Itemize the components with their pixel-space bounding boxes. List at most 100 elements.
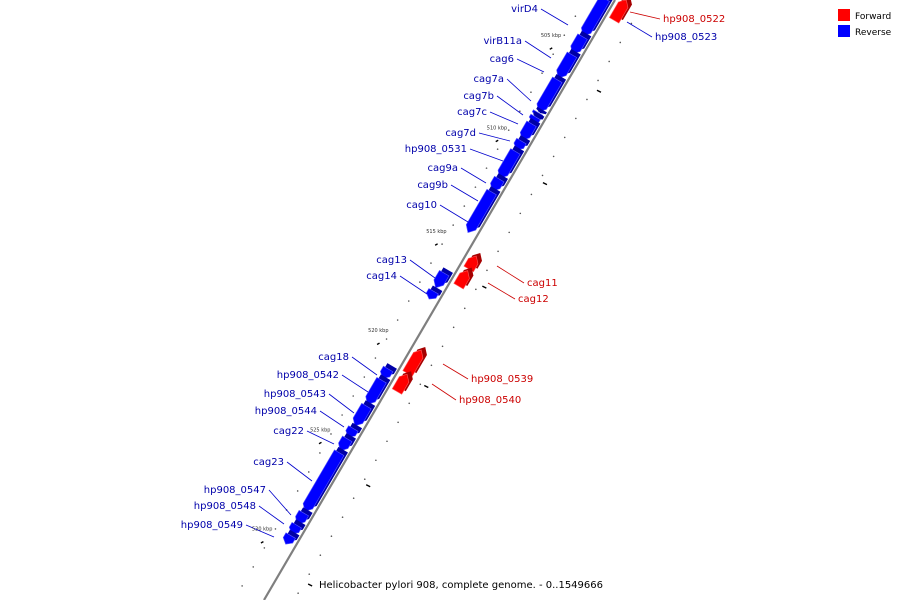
minor-tick <box>474 186 477 188</box>
leader-line-hp908_0523 <box>626 21 653 38</box>
kbp-tick-mark <box>596 89 602 93</box>
minor-tick <box>486 269 488 272</box>
minor-tick <box>296 490 299 492</box>
minor-tick <box>341 414 343 416</box>
gene-arrow-face-cag22 <box>338 435 353 452</box>
gene-arrow-face-hp908_0540 <box>391 373 410 395</box>
gene-arrow-cag6 <box>556 48 581 79</box>
kbp-tick-mark <box>549 47 553 50</box>
gene-label-hp908_0531: hp908_0531 <box>405 144 467 155</box>
minor-tick <box>375 459 377 462</box>
gene-arrow-cag22 <box>338 433 357 452</box>
kbp-label: 505 kbp <box>541 33 561 39</box>
kbp-label: 515 kbp <box>426 229 446 235</box>
minor-tick <box>385 338 388 340</box>
gene-label-cag10: cag10 <box>406 200 437 211</box>
gene-label-cag7c: cag7c <box>457 107 487 118</box>
minor-tick <box>307 471 310 473</box>
minor-tick <box>552 155 555 158</box>
minor-tick <box>586 98 588 101</box>
minor-tick <box>563 136 566 139</box>
kbp-tick-mark <box>434 243 438 246</box>
gene-arrow-cag13 <box>433 267 453 289</box>
minor-tick <box>441 243 443 245</box>
gene-label-cag6: cag6 <box>490 54 514 65</box>
minor-tick <box>263 547 266 549</box>
leader-line-hp908_0544 <box>319 410 345 428</box>
gene-arrow-face-hp908_0543 <box>352 402 372 427</box>
gene-label-hp908_0548: hp908_0548 <box>194 501 256 512</box>
minor-tick <box>452 224 454 226</box>
minor-tick <box>374 357 377 359</box>
gene-arrow-cag10 <box>465 186 501 233</box>
leader-line-hp908_0531 <box>469 148 504 162</box>
axis-layer <box>263 0 616 600</box>
gene-arrow-hp908_0547 <box>295 507 313 525</box>
gene-label-hp908_0542: hp908_0542 <box>277 370 339 381</box>
leader-line-cag7b <box>496 95 524 116</box>
gene-label-cag18: cag18 <box>318 352 349 363</box>
gene-labels: hp908_0522 hp908_0523 virD4 virB11a cag6 cag7… <box>181 4 725 531</box>
leader-line-hp908_0547 <box>268 489 292 516</box>
minor-tick <box>330 535 333 537</box>
minor-tick <box>341 516 344 519</box>
minor-tick <box>485 167 488 169</box>
gene-label-cag7d: cag7d <box>445 128 476 139</box>
genome-caption: Helicobacter pylori 908, complete genome… <box>319 580 603 591</box>
minor-tick <box>430 262 432 264</box>
gene-label-hp908_0547: hp908_0547 <box>204 485 266 496</box>
gene-arrow-cag12 <box>453 267 474 290</box>
legend-swatch-forward <box>838 9 850 21</box>
minor-tick <box>452 326 455 329</box>
minor-tick <box>575 117 577 120</box>
gene-label-cag9a: cag9a <box>428 163 458 174</box>
minor-tick <box>496 148 499 150</box>
gene-arrow-face-cag10 <box>465 188 497 233</box>
minor-tick <box>463 307 466 310</box>
minor-tick <box>252 566 255 568</box>
kbp-tick-mark <box>376 342 380 346</box>
gene-label-hp908_0543: hp908_0543 <box>264 389 326 400</box>
gene-arrow-cag23 <box>302 446 348 512</box>
minor-tick <box>519 212 522 215</box>
leader-line-cag13 <box>409 259 436 279</box>
gene-arrow-hp908_0544 <box>345 422 363 438</box>
gene-arrow-hp908_0549 <box>282 529 300 545</box>
kbp-tick-mark <box>260 540 264 544</box>
minor-tick <box>397 421 399 424</box>
minor-tick <box>530 193 533 196</box>
kbp-tick-mark <box>318 441 322 445</box>
leader-line-cag9a <box>460 167 487 184</box>
minor-tick <box>319 554 322 556</box>
minor-tick <box>463 205 466 207</box>
minor-tick <box>541 174 544 177</box>
gene-arrow-face-cag23 <box>302 449 345 512</box>
leader-line-hp908_0549 <box>245 524 275 538</box>
gene-arrow-hp908_0539 <box>402 347 427 377</box>
leader-line-hp908_0539 <box>442 363 469 380</box>
minor-tick <box>519 110 521 112</box>
kbp-label: 520 kbp <box>368 328 388 334</box>
gene-label-cag11: cag11 <box>527 278 558 289</box>
gene-arrow-cag11 <box>463 252 482 273</box>
minor-tick <box>352 497 355 500</box>
gene-label-hp908_0522: hp908_0522 <box>663 14 725 25</box>
leader-line-cag12 <box>487 282 516 300</box>
leader-line-hp908_0540 <box>431 383 457 401</box>
kbp-label: 510 kbp <box>487 125 507 131</box>
kbp-tick-mark <box>542 181 548 186</box>
minor-tick <box>541 72 543 74</box>
minor-tick <box>619 41 622 44</box>
gene-label-cag13: cag13 <box>376 255 407 266</box>
legend-label-forward: Forward <box>855 12 891 22</box>
minor-tick <box>597 79 599 82</box>
minor-tick <box>441 345 444 348</box>
gene-arrows <box>282 0 632 545</box>
gene-label-cag23: cag23 <box>253 457 284 468</box>
gene-label-hp908_0549: hp908_0549 <box>181 520 243 531</box>
leader-line-cag14 <box>399 275 428 295</box>
gene-label-cag12: cag12 <box>518 294 549 305</box>
minor-tick <box>407 300 410 302</box>
gene-arrow-hp908_0522 <box>608 0 632 24</box>
gene-label-virD4: virD4 <box>511 4 538 15</box>
